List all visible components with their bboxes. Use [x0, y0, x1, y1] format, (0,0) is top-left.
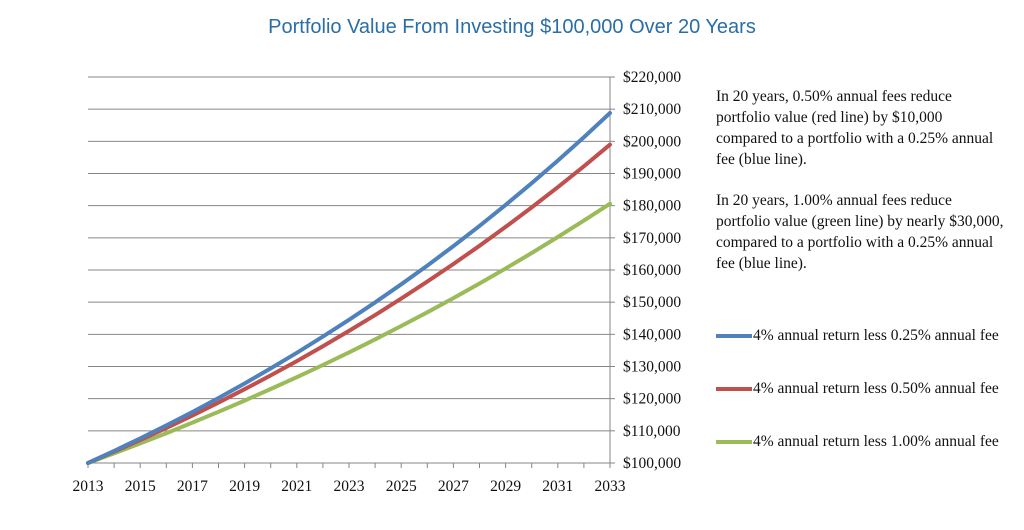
x-tick-label: 2027 [438, 478, 469, 495]
x-tick-label: 2017 [177, 478, 208, 495]
y-tick-label: $180,000 [623, 198, 681, 215]
series-lines [86, 111, 612, 465]
x-tick-labels: 2013 2015 2017 2019 2021 2023 2025 2027 2029 2031… [73, 478, 626, 495]
gridlines [88, 76, 610, 432]
axes [87, 76, 615, 468]
legend-swatch-red [716, 387, 752, 391]
y-tick-label: $160,000 [623, 262, 681, 279]
y-tick-label: $150,000 [623, 294, 681, 311]
x-tick-label: 2013 [73, 478, 104, 495]
y-tick-label: $210,000 [623, 101, 681, 118]
y-tick-label: $100,000 [623, 455, 681, 472]
annotation-red-vs-blue: In 20 years, 0.50% annual fees reduce po… [716, 88, 994, 168]
legend-label: 4% annual return less 0.25% annual fee [753, 327, 999, 344]
x-tick-label: 2021 [281, 478, 312, 495]
y-tick-label: $140,000 [623, 326, 681, 343]
series-line-0 [86, 111, 612, 465]
series-line-2 [86, 201, 612, 465]
legend-item-050-fee: 4% annual return less 0.50% annual fee [716, 378, 1006, 422]
chart-title: Portfolio Value From Investing $100,000 … [268, 16, 756, 38]
x-tick-label: 2019 [229, 478, 260, 495]
x-tick-label: 2025 [386, 478, 417, 495]
annotation-green-vs-blue: In 20 years, 1.00% annual fees reduce po… [716, 192, 1004, 272]
x-tick-label: 2031 [542, 478, 573, 495]
x-tick-label: 2033 [595, 478, 626, 495]
y-tick-label: $120,000 [623, 391, 681, 408]
y-tick-label: $170,000 [623, 230, 681, 247]
legend-swatch-green [716, 440, 752, 444]
y-tick-label: $200,000 [623, 133, 681, 150]
x-tick-label: 2023 [334, 478, 365, 495]
legend-label: 4% annual return less 0.50% annual fee [753, 380, 999, 397]
x-tick-label: 2015 [125, 478, 156, 495]
y-tick-label: $110,000 [623, 423, 681, 440]
y-tick-label: $190,000 [623, 166, 681, 183]
y-tick-labels: $100,000 $110,000 $120,000 $130,000 $140,000… [623, 69, 681, 472]
legend-item-025-fee: 4% annual return less 0.25% annual fee [716, 325, 1006, 369]
y-tick-label: $220,000 [623, 69, 681, 86]
legend-item-100-fee: 4% annual return less 1.00% annual fee [716, 431, 1006, 475]
x-tick-label: 2029 [490, 478, 521, 495]
legend-label: 4% annual return less 1.00% annual fee [753, 433, 999, 450]
legend-swatch-blue [716, 334, 752, 338]
y-tick-label: $130,000 [623, 359, 681, 376]
series-line-1 [86, 142, 612, 465]
